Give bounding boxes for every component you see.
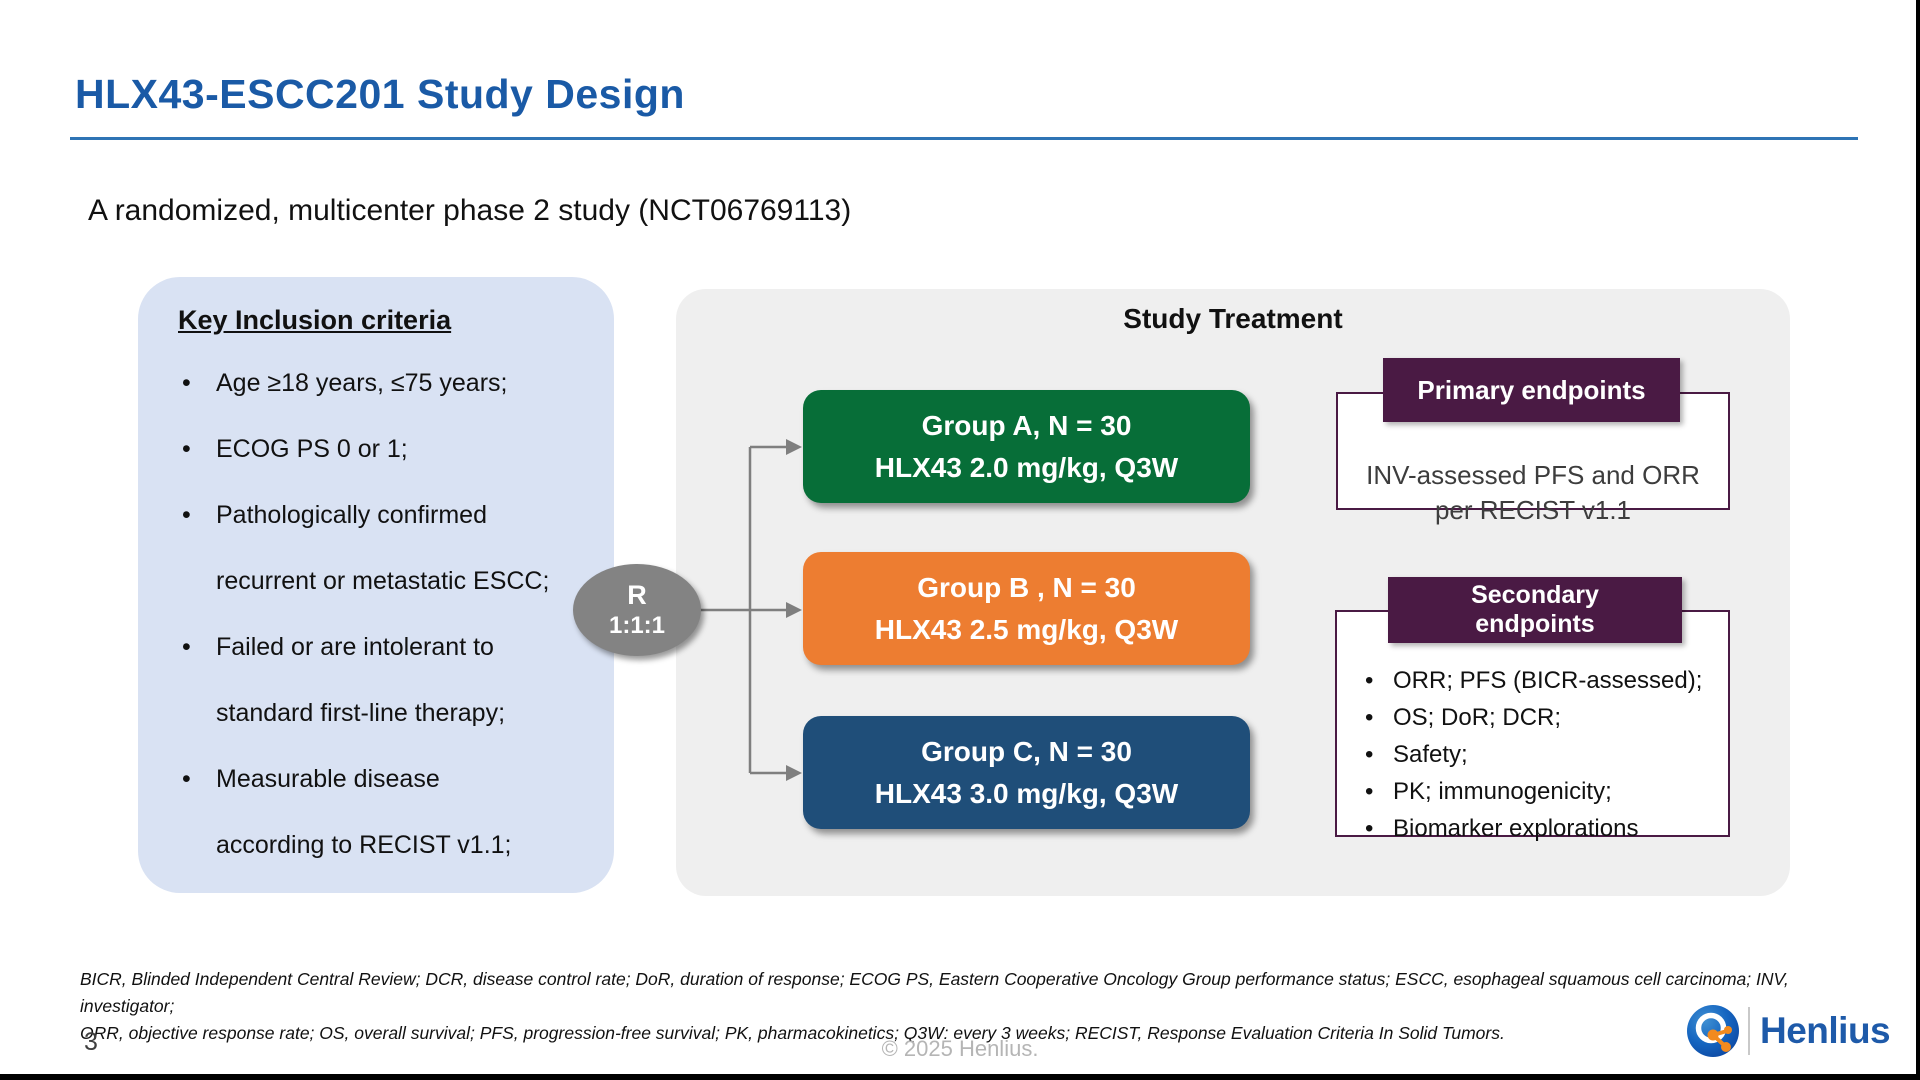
secondary-endpoints-heading-line2: endpoints	[1475, 610, 1595, 638]
inclusion-heading: Key Inclusion criteria	[178, 305, 452, 335]
secondary-endpoint-item: OS; DoR; DCR;	[1359, 699, 1718, 736]
logo-wordmark: Henlius	[1760, 1010, 1891, 1051]
inclusion-criteria-panel: Key Inclusion criteria Age ≥18 years, ≤7…	[138, 277, 614, 893]
henlius-logo-icon	[1687, 1005, 1739, 1057]
abbreviations-footnote: BICR, Blinded Independent Central Review…	[80, 966, 1850, 1047]
secondary-endpoints-list: ORR; PFS (BICR-assessed); OS; DoR; DCR; …	[1359, 662, 1718, 847]
group-b-dose: HLX43 2.5 mg/kg, Q3W	[874, 613, 1179, 645]
group-c-title: Group C, N = 30	[921, 735, 1132, 767]
page-number: 3	[84, 1028, 98, 1056]
inclusion-item: Measurable disease according to RECIST v…	[178, 746, 584, 878]
group-c-dose: HLX43 3.0 mg/kg, Q3W	[874, 777, 1179, 809]
primary-endpoints-heading: Primary endpoints	[1417, 374, 1646, 405]
footnote-line2: ORR, objective response rate; OS, overal…	[80, 1023, 1505, 1044]
randomization-label: R	[627, 579, 647, 610]
secondary-endpoints-header: Secondary endpoints	[1388, 577, 1682, 643]
inclusion-list: Age ≥18 years, ≤75 years; ECOG PS 0 or 1…	[178, 350, 584, 878]
footnote-line1: BICR, Blinded Independent Central Review…	[80, 969, 1789, 1017]
henlius-logo: Henlius	[1686, 1004, 1891, 1058]
study-treatment-heading: Study Treatment	[1123, 303, 1343, 334]
group-c-box: Group C, N = 30 HLX43 3.0 mg/kg, Q3W	[803, 716, 1250, 829]
primary-endpoints-line2: per RECIST v1.1	[1434, 495, 1632, 526]
inclusion-item: Failed or are intolerant to standard fir…	[178, 614, 584, 746]
primary-endpoints-line1: INV-assessed PFS and ORR	[1366, 460, 1700, 490]
group-b-title: Group B , N = 30	[917, 571, 1136, 603]
secondary-endpoint-item: Biomarker explorations	[1359, 810, 1718, 847]
study-subtitle: A randomized, multicenter phase 2 study …	[88, 194, 852, 227]
group-a-dose: HLX43 2.0 mg/kg, Q3W	[874, 451, 1179, 483]
letterbox-right	[1916, 0, 1920, 1080]
letterbox-bottom	[0, 1074, 1920, 1080]
logo-divider	[1748, 1007, 1750, 1055]
secondary-endpoints-box: ORR; PFS (BICR-assessed); OS; DoR; DCR; …	[1335, 610, 1730, 847]
page-title: HLX43-ESCC201 Study Design	[75, 71, 685, 118]
group-b-box: Group B , N = 30 HLX43 2.5 mg/kg, Q3W	[803, 552, 1250, 665]
secondary-endpoint-item: PK; immunogenicity;	[1359, 773, 1718, 810]
secondary-endpoint-item: Safety;	[1359, 736, 1718, 773]
inclusion-item: Age ≥18 years, ≤75 years;	[178, 350, 584, 416]
secondary-endpoints-heading-line1: Secondary	[1471, 580, 1599, 609]
inclusion-item: Pathologically confirmed recurrent or me…	[178, 482, 584, 614]
inclusion-item: ECOG PS 0 or 1;	[178, 416, 584, 482]
primary-endpoints-header: Primary endpoints	[1383, 358, 1680, 422]
group-a-title: Group A, N = 30	[921, 409, 1132, 441]
secondary-endpoint-item: ORR; PFS (BICR-assessed);	[1359, 662, 1718, 699]
randomization-ratio: 1:1:1	[608, 611, 666, 639]
group-a-box: Group A, N = 30 HLX43 2.0 mg/kg, Q3W	[803, 390, 1250, 503]
title-underline	[70, 137, 1858, 140]
randomization-node: R 1:1:1	[573, 564, 701, 656]
copyright-text: © 2025 Henlius.	[881, 1036, 1039, 1061]
